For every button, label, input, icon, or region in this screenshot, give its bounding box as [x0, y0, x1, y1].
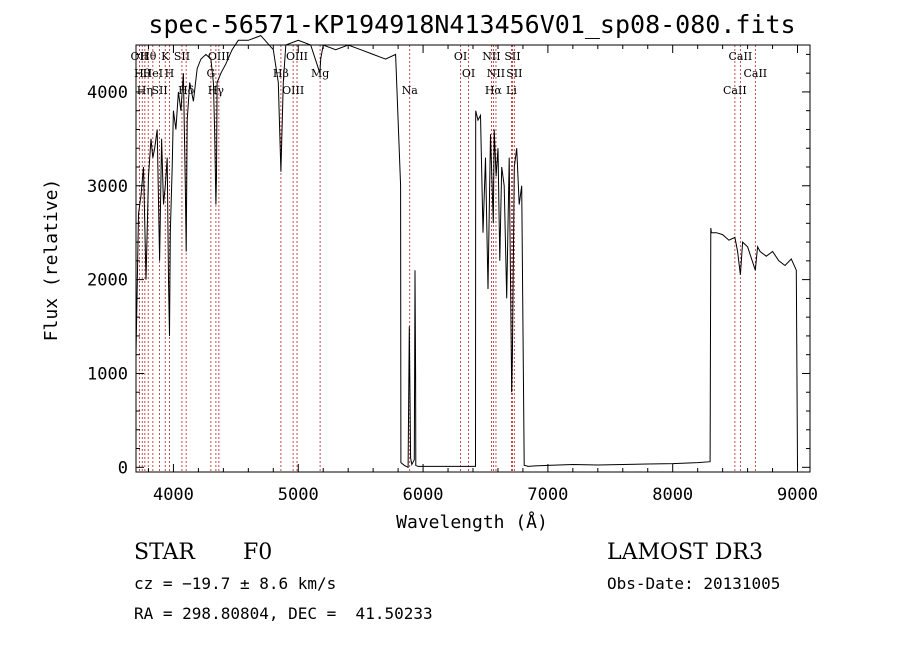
line-label: OIII — [286, 50, 308, 63]
line-label: SII — [174, 50, 190, 63]
x-axis-ticks: 4000 5000 6000 7000 8000 9000 — [147, 45, 818, 505]
line-label: Mg — [311, 67, 329, 80]
x-axis-label: Wavelength (Å) — [396, 511, 548, 533]
line-label: OIII — [208, 50, 230, 63]
plot-frame — [135, 44, 811, 473]
x-tick-label: 8000 — [652, 485, 693, 505]
line-label: OIII — [282, 84, 304, 97]
x-tick-label: 7000 — [527, 485, 568, 505]
x-tick-label: 5000 — [278, 485, 319, 505]
y-tick-label: 1000 — [87, 364, 128, 384]
line-label: G — [206, 67, 215, 80]
line-label: NII — [487, 67, 505, 80]
line-markers — [138, 45, 756, 472]
line-label: Li — [506, 84, 517, 97]
line-label: Hβ — [273, 67, 289, 80]
line-label: K — [161, 50, 170, 63]
observation-date: Obs-Date: 20131005 — [607, 574, 781, 593]
x-tick-label: 4000 — [153, 485, 194, 505]
coordinates: RA = 298.80804, DEC = 41.50233 — [134, 604, 433, 623]
line-label: OI — [462, 67, 475, 80]
chart-title: spec-56571-KP194918N413456V01_sp08-080.f… — [148, 10, 795, 39]
line-label: CaII — [723, 84, 747, 97]
line-label: SII — [504, 50, 520, 63]
x-tick-label: 6000 — [403, 485, 444, 505]
line-label: Na — [402, 84, 419, 97]
line-label: NII — [482, 50, 500, 63]
y-tick-label: 4000 — [87, 83, 128, 103]
line-label: Hα — [485, 84, 503, 97]
object-subclass: F0 — [243, 540, 273, 565]
line-label: Hγ — [208, 84, 225, 97]
line-label: SII — [151, 84, 167, 97]
object-class: STAR — [134, 540, 195, 565]
line-label: OII — [131, 50, 149, 63]
y-axis-label: Flux (relative) — [41, 179, 62, 342]
line-label: CaII — [743, 67, 767, 80]
x-tick-label: 9000 — [777, 485, 818, 505]
y-tick-label: 3000 — [87, 177, 128, 197]
line-label: Hθ — [140, 50, 157, 63]
line-label: Hη — [137, 84, 153, 97]
line-label: HeI — [143, 67, 163, 80]
line-label: SII — [506, 67, 522, 80]
line-label: CaII — [729, 50, 753, 63]
line-labels: OIIHθHηHθHeISIIKHHδSIIGHγOIIIHβOIIIOIIIM… — [131, 50, 768, 97]
y-tick-label: 2000 — [87, 271, 128, 291]
y-axis-ticks: 0 1000 2000 3000 4000 — [87, 53, 810, 478]
spectrum-line — [135, 35, 798, 469]
y-tick-label: 0 — [118, 458, 128, 478]
line-label: Hθ — [134, 67, 151, 80]
survey-name: LAMOST DR3 — [607, 540, 763, 565]
line-label: H — [165, 67, 175, 80]
redshift-value: cz = −19.7 ± 8.6 km/s — [134, 574, 337, 593]
line-label: OI — [454, 50, 467, 63]
